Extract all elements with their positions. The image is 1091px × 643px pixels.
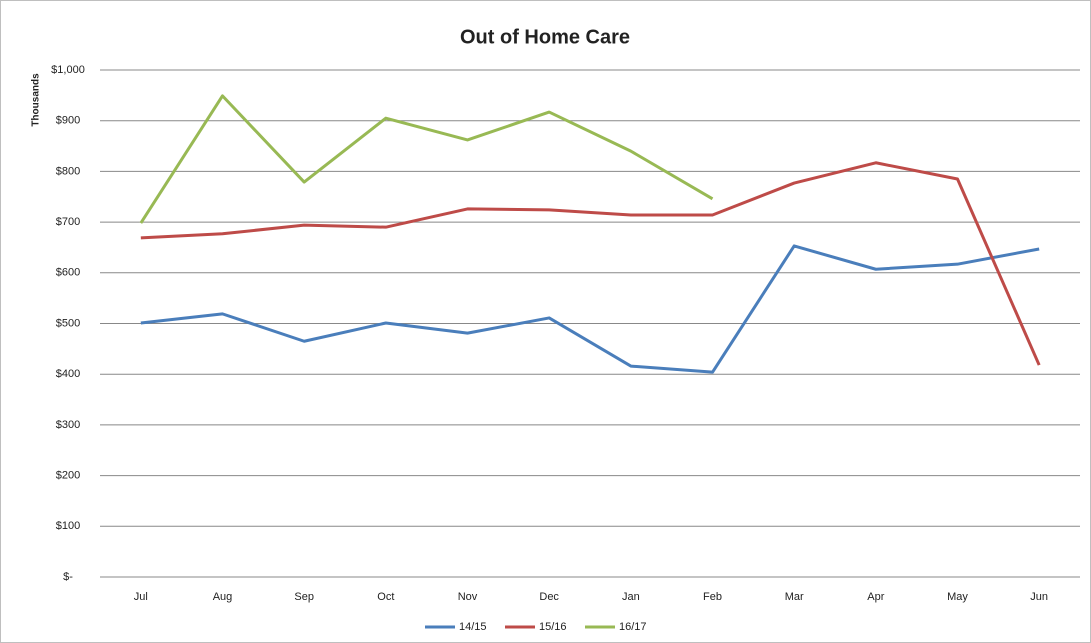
series-line [140, 244, 1040, 374]
y-tick-label: $100 [56, 520, 80, 532]
x-tick-label: Mar [785, 591, 804, 603]
y-tick-label: $700 [56, 216, 80, 228]
y-tick-label: $600 [56, 267, 80, 279]
y-tick-label: $500 [56, 317, 80, 329]
legend-label: 16/17 [619, 621, 647, 633]
y-tick-label: $900 [56, 115, 80, 127]
chart-title: Out of Home Care [460, 26, 630, 48]
y-tick-label: $200 [56, 470, 80, 482]
y-tick-label: $400 [56, 368, 80, 380]
x-tick-label: Feb [703, 591, 722, 603]
legend-label: 14/15 [459, 621, 487, 633]
y-tick-label: $300 [56, 419, 80, 431]
y-axis-title: Thousands [31, 73, 42, 127]
x-tick-label: May [947, 591, 968, 603]
x-tick-label: Jul [134, 591, 148, 603]
legend-label: 15/16 [539, 621, 567, 633]
x-tick-label: Dec [539, 591, 559, 603]
y-tick-label: $1,000 [51, 64, 85, 76]
x-tick-label: Apr [867, 591, 884, 603]
x-tick-label: Aug [213, 591, 233, 603]
x-tick-label: Oct [377, 591, 394, 603]
series-line [140, 161, 1041, 366]
series-line [139, 94, 714, 224]
x-tick-label: Jan [622, 591, 640, 603]
y-tick-label: $- [63, 571, 73, 583]
x-tick-label: Jun [1030, 591, 1048, 603]
x-tick-label: Sep [294, 591, 314, 603]
x-tick-label: Nov [458, 591, 478, 603]
y-tick-label: $800 [56, 165, 80, 177]
